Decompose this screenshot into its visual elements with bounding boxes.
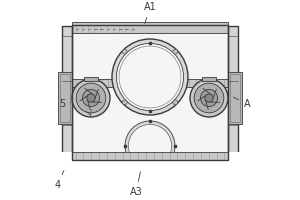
Circle shape <box>173 100 178 105</box>
Bar <box>72 152 228 160</box>
Bar <box>58 72 72 124</box>
Text: A: A <box>233 97 250 109</box>
Bar <box>58 159 72 178</box>
Bar <box>72 79 228 87</box>
Bar <box>228 26 238 178</box>
Text: A1: A1 <box>144 2 156 23</box>
Circle shape <box>122 49 127 54</box>
Bar <box>234 165 237 173</box>
Bar <box>62 26 72 178</box>
Bar <box>72 25 228 33</box>
Circle shape <box>87 94 95 102</box>
Circle shape <box>173 49 178 54</box>
Circle shape <box>200 89 218 107</box>
Bar <box>72 25 228 160</box>
Bar <box>72 152 228 160</box>
Circle shape <box>128 124 172 168</box>
Bar <box>230 165 233 173</box>
Bar <box>72 22 228 25</box>
Circle shape <box>125 121 175 171</box>
Bar <box>60 165 63 173</box>
Circle shape <box>116 43 184 111</box>
Circle shape <box>72 79 110 117</box>
Circle shape <box>122 100 127 105</box>
Bar <box>72 25 228 160</box>
Bar <box>64 165 67 173</box>
Text: 4: 4 <box>55 171 64 190</box>
Bar <box>230 160 241 177</box>
Bar <box>228 159 242 178</box>
Bar <box>228 72 242 124</box>
Bar <box>59 160 70 177</box>
Circle shape <box>194 83 224 113</box>
Circle shape <box>82 89 100 107</box>
Bar <box>60 74 70 122</box>
Bar <box>202 77 216 81</box>
Text: A3: A3 <box>130 172 142 197</box>
Circle shape <box>205 94 213 102</box>
Circle shape <box>76 83 106 113</box>
Bar <box>230 74 240 122</box>
Text: 5: 5 <box>59 99 71 109</box>
Circle shape <box>190 79 228 117</box>
Bar <box>50 152 250 200</box>
Circle shape <box>112 39 188 115</box>
Bar <box>84 77 98 81</box>
